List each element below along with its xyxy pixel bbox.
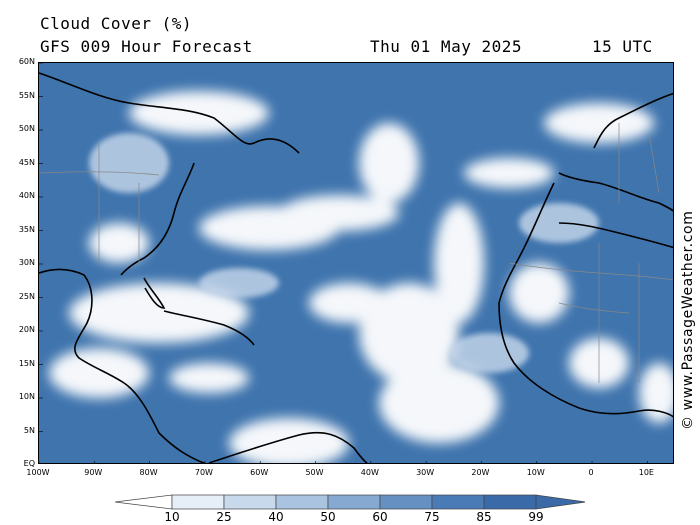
colorbar-segment	[483, 494, 537, 510]
colorbar-label: 75	[424, 510, 440, 524]
colorbar-segment	[275, 494, 329, 510]
forecast-subtitle: GFS 009 Hour Forecast	[40, 37, 253, 56]
latitude-label: 55N	[18, 90, 35, 100]
colorbar-label: 60	[372, 510, 388, 524]
colorbar-label: 40	[268, 510, 284, 524]
colorbar-max-arrow	[535, 494, 585, 510]
colorbar-segment	[171, 494, 225, 510]
map-title: Cloud Cover (%)	[40, 14, 192, 33]
colorbar-min-arrow	[115, 494, 173, 510]
latitude-label: 15N	[18, 358, 35, 368]
colorbar-label: 85	[476, 510, 492, 524]
latitude-label: 40N	[18, 191, 35, 200]
clear-sky-regions	[49, 91, 673, 463]
europe-coast	[593, 92, 673, 149]
colorbar-segment	[223, 494, 277, 510]
north-africa-coast	[558, 222, 673, 249]
longitude-label: 40W	[360, 468, 379, 477]
florida	[143, 277, 166, 309]
longitude-label: 80W	[139, 468, 158, 477]
latitude-label: 60N	[18, 57, 35, 66]
latitude-label: 35N	[18, 224, 35, 234]
longitude-label: 0	[588, 468, 594, 477]
graticule-ticks	[39, 63, 648, 463]
latitude-label: 5N	[23, 425, 35, 435]
coastlines	[39, 72, 673, 463]
colorbar-label: 10	[164, 510, 180, 524]
longitude-label: 90W	[84, 468, 103, 477]
longitude-label: 30W	[416, 468, 435, 477]
africa-west-coast	[498, 182, 673, 418]
longitude-label: 10W	[526, 468, 545, 477]
south-america-north-coast	[208, 431, 368, 463]
latitude-label: 30N	[18, 258, 35, 267]
site-credit: © www.PassageWeather.com	[680, 210, 696, 430]
colorbar-label: 99	[528, 510, 544, 524]
forecast-date: Thu 01 May 2025	[370, 37, 522, 56]
latitude-label: 10N	[18, 392, 35, 401]
forecast-time: 15 UTC	[592, 37, 653, 56]
colorbar-segment	[379, 494, 433, 510]
map-svg	[39, 63, 673, 463]
latitude-label: EQ	[23, 459, 35, 468]
colorbar-segment	[431, 494, 485, 510]
longitude-label: 70W	[194, 468, 213, 477]
caribbean-islands	[163, 310, 255, 346]
north-america-north-coast	[39, 72, 300, 154]
latitude-label: 45N	[18, 157, 35, 167]
colorbar-label: 50	[320, 510, 336, 524]
colorbar	[115, 494, 585, 510]
latitude-label: 20N	[18, 325, 35, 334]
longitude-label: 20W	[471, 468, 490, 477]
colorbar-segment	[327, 494, 381, 510]
longitude-label: 100W	[26, 468, 50, 477]
mediterranean-north	[558, 172, 673, 212]
political-borders	[39, 123, 673, 383]
cloud-cover-map	[38, 62, 674, 464]
longitude-label: 60W	[250, 468, 269, 477]
latitude-label: 25N	[18, 291, 35, 301]
us-east-coast	[120, 162, 195, 276]
latitude-label: 50N	[18, 124, 35, 133]
colorbar-label: 25	[216, 510, 232, 524]
gulf-and-central-america	[39, 268, 206, 463]
longitude-label: 50W	[305, 468, 324, 477]
longitude-label: 10E	[638, 468, 654, 477]
